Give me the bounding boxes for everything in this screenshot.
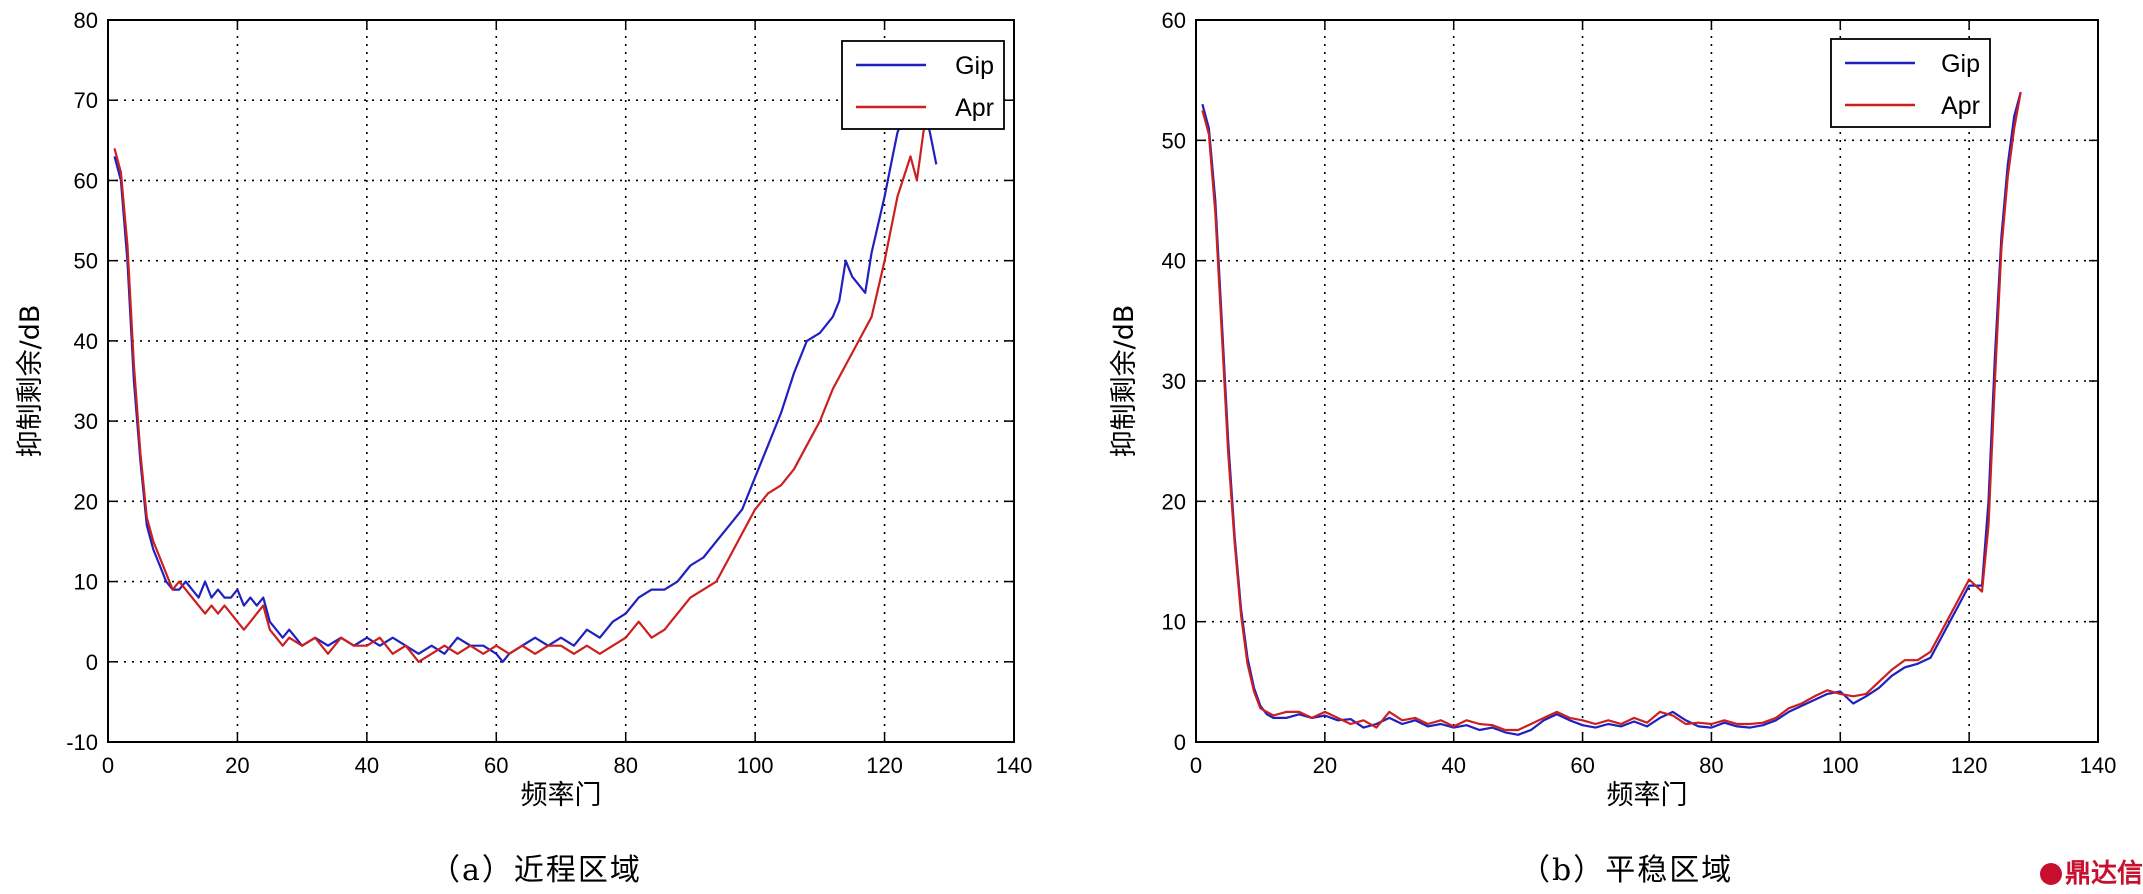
chart-a: 0 20 40 60 80 100 120 140-1001020304050607080频率… (15, 8, 1032, 811)
legend: Gip Apr (1830, 38, 1991, 128)
watermark-text: 鼎达信 (2065, 859, 2143, 889)
y-axis-label: 抑制剩余/dB (1109, 305, 1140, 458)
series-line-gip (1201, 91, 2022, 736)
watermark-logo-icon (2040, 863, 2062, 885)
x-tick-label: 20 (1313, 753, 1337, 778)
x-tick-label: 60 (1570, 753, 1594, 778)
y-tick-label: 50 (1162, 128, 1186, 153)
chart-b: 0 20 40 60 80 100 120 140 0 10 20 30 40 50 60 频率门 抑制剩余/d… (1109, 8, 2116, 811)
y-tick-label: 30 (1162, 369, 1186, 394)
x-tick-label: 140 (2080, 753, 2117, 778)
x-tick-label: 60 (484, 753, 508, 778)
watermark: 鼎达信 (2040, 853, 2143, 890)
x-tick-label: 100 (1822, 753, 1859, 778)
y-tick-label: 60 (1162, 8, 1186, 33)
plot-frame (107, 19, 1015, 743)
y-tick-label: 20 (74, 489, 98, 514)
x-tick-label: 0 (1190, 753, 1202, 778)
y-axis-label: 抑制剩余/dB (15, 305, 46, 458)
plot-frame (1195, 19, 2099, 743)
x-tick-label: 20 (225, 753, 249, 778)
legend-box (841, 40, 1005, 130)
y-tick-label: 30 (74, 409, 98, 434)
y-tick-label: 10 (1162, 610, 1186, 635)
series-line-apr (113, 99, 938, 663)
y-tick-label: 60 (74, 168, 98, 193)
x-tick-label: 100 (737, 753, 774, 778)
caption-a: （a）近程区域 (430, 853, 642, 888)
x-tick-label: 120 (866, 753, 903, 778)
y-tick-label: 80 (74, 8, 98, 33)
legend-box (1830, 38, 1991, 128)
x-tick-label: 80 (613, 753, 637, 778)
y-tick-label: 0 (1174, 730, 1186, 755)
legend-label-apr: Apr (955, 94, 994, 122)
series-line-apr (1201, 92, 2022, 732)
legend-label-gip: Gip (955, 52, 994, 80)
y-tick-label: 70 (74, 88, 98, 113)
x-tick-label: 40 (355, 753, 379, 778)
y-tick-label: 40 (1162, 249, 1186, 274)
legend-label-apr: Apr (1941, 92, 1980, 120)
x-tick-label: 40 (1441, 753, 1465, 778)
legend-label-gip: Gip (1941, 50, 1980, 78)
y-tick-label: 40 (74, 329, 98, 354)
y-tick-label: 50 (74, 249, 98, 274)
x-tick-label: 80 (1699, 753, 1723, 778)
x-tick-label: 140 (996, 753, 1033, 778)
x-axis-label: 频率门 (1607, 780, 1688, 811)
legend: Gip Apr (841, 40, 1005, 130)
x-tick-label: 120 (1951, 753, 1988, 778)
y-tick-label: -10 (66, 730, 98, 755)
x-tick-label: 0 (102, 753, 114, 778)
series-line-gip (113, 83, 938, 663)
y-tick-label: 0 (86, 650, 98, 675)
caption-b: （b）平稳区域 (1520, 853, 1734, 888)
y-tick-label: 10 (74, 570, 98, 595)
x-axis-label: 频率门 (521, 780, 602, 811)
y-tick-label: 20 (1162, 489, 1186, 514)
